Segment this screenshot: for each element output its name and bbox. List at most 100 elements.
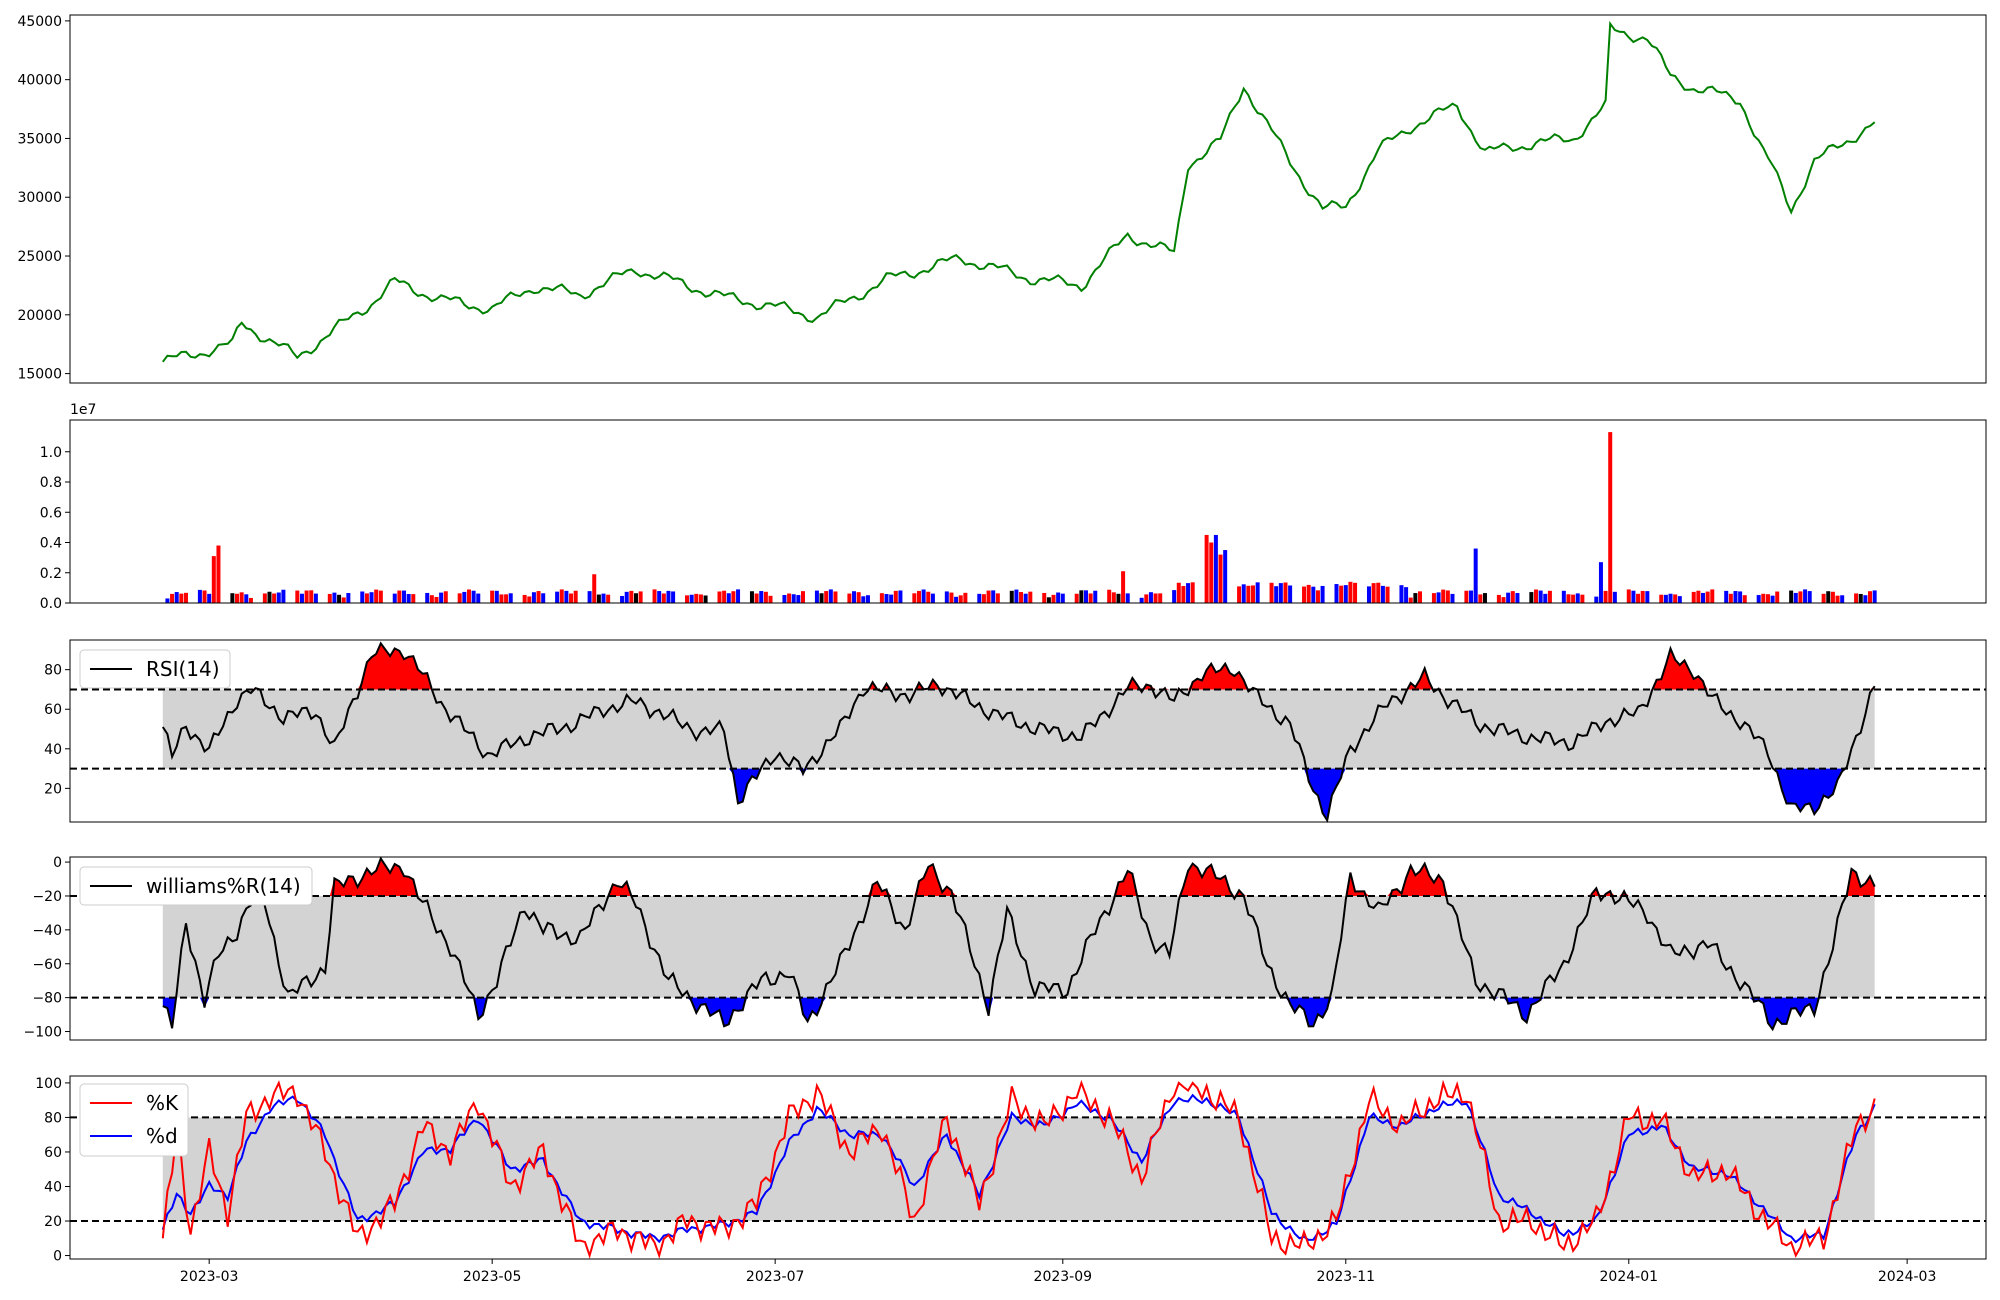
volume-bar: [703, 595, 708, 603]
volume-bar: [216, 545, 221, 603]
volume-bar: [183, 592, 188, 603]
volume-bar: [434, 596, 439, 603]
volume-bar: [364, 593, 369, 603]
volume-bar: [490, 590, 495, 603]
volume-bar: [235, 593, 240, 603]
volume-bar: [1673, 594, 1678, 603]
volume-bar: [276, 592, 281, 603]
d-legend-label: %d: [146, 1124, 178, 1148]
volume-bar: [1580, 594, 1585, 603]
volume-bar: [949, 592, 954, 603]
rsi-ytick-label: 60: [44, 702, 62, 718]
volume-bar: [1051, 594, 1056, 603]
volume-bar: [726, 593, 731, 603]
volume-bar: [1543, 593, 1548, 603]
volume-bar: [1798, 591, 1803, 603]
volume-bar: [1213, 534, 1218, 603]
volume-bar: [1636, 593, 1641, 603]
volume-bar: [1274, 586, 1279, 603]
volume-bar: [1074, 593, 1079, 603]
volume-bar: [1710, 589, 1715, 603]
volume-bar: [717, 591, 722, 603]
volume-bar: [1172, 590, 1177, 603]
volume-bar: [689, 594, 694, 603]
volume-bar: [1770, 595, 1775, 603]
volume-bar: [1111, 592, 1116, 603]
volume-bar: [494, 590, 499, 603]
volume-bar: [197, 589, 202, 603]
volume-bar: [1761, 593, 1766, 603]
williams-r-oversold-fill: [162, 997, 1875, 1030]
volume-bar: [1571, 594, 1576, 603]
volume-bar: [722, 590, 727, 603]
volume-bar: [995, 593, 1000, 603]
volume-bar: [624, 591, 629, 603]
volume-bar: [1028, 591, 1033, 603]
volume-bar: [633, 593, 638, 603]
volume-bar: [369, 592, 374, 603]
volume-bar: [731, 591, 736, 603]
price-ytick-label: 35000: [17, 131, 62, 147]
rsi-ytick-label: 80: [44, 663, 62, 679]
volume-frame: [69, 419, 1987, 604]
volume-bar: [1663, 594, 1668, 603]
volume-bar: [596, 594, 601, 603]
volume-bar: [1144, 594, 1149, 603]
rsi-legend-label: RSI(14): [146, 657, 220, 681]
volume-bar: [1691, 591, 1696, 603]
stochastic-ytick-label: 40: [44, 1179, 62, 1195]
volume-bar: [1019, 592, 1024, 603]
volume-bar: [981, 594, 986, 603]
volume-bar: [1042, 592, 1047, 603]
stochastic-ytick-label: 20: [44, 1214, 62, 1230]
volume-bar: [763, 591, 768, 603]
rsi-legend-box: [79, 649, 231, 689]
volume-bar: [930, 593, 935, 603]
volume-bar: [1496, 594, 1501, 603]
volume-bar: [1738, 591, 1743, 603]
volume-bar: [1868, 591, 1873, 603]
volume-bar: [657, 591, 662, 603]
rsi-overbought-fill: [162, 643, 1875, 690]
volume-bar: [1821, 593, 1826, 603]
volume-bar: [1840, 595, 1845, 603]
volume-bar: [1431, 593, 1436, 603]
volume-bar: [425, 592, 430, 603]
volume-bar: [341, 597, 346, 603]
volume-bar: [629, 590, 634, 603]
volume-bar: [281, 589, 286, 603]
volume-bar: [1023, 593, 1028, 603]
volume-bar: [1218, 554, 1223, 603]
volume-bar: [439, 592, 444, 603]
volume-bar: [893, 590, 898, 603]
stochastic-ytick-label: 80: [44, 1110, 62, 1126]
volume-bar: [1566, 594, 1571, 603]
volume-bar: [564, 590, 569, 603]
volume-bar: [499, 594, 504, 603]
volume-bar: [1482, 593, 1487, 603]
williams-r-legend-box: [79, 866, 313, 906]
volume-bar: [944, 591, 949, 603]
rsi-panel: 20 40 60 80 RSI(14): [44, 639, 1987, 823]
volume-bar: [1538, 590, 1543, 603]
volume-bar: [1269, 582, 1274, 603]
volume-bar: [898, 590, 903, 603]
volume-bar: [1659, 594, 1664, 603]
volume-bar: [671, 591, 676, 603]
volume-bar: [1153, 593, 1158, 603]
volume-bar: [1302, 586, 1307, 603]
williams-r-ytick-label: −20: [32, 889, 62, 905]
volume-bar: [299, 593, 304, 603]
volume-bar: [1803, 589, 1808, 603]
x-tick-label: 2024-03: [1878, 1269, 1937, 1285]
volume-bar: [652, 589, 657, 603]
volume-bar: [759, 591, 764, 603]
williams-r-legend-label: williams%R(14): [146, 874, 301, 898]
volume-bar: [1371, 583, 1376, 603]
volume-bar: [1863, 595, 1868, 603]
volume-bar: [1209, 542, 1214, 603]
volume-bar: [963, 592, 968, 603]
volume-bar: [1223, 550, 1228, 603]
volume-bar: [1742, 595, 1747, 603]
